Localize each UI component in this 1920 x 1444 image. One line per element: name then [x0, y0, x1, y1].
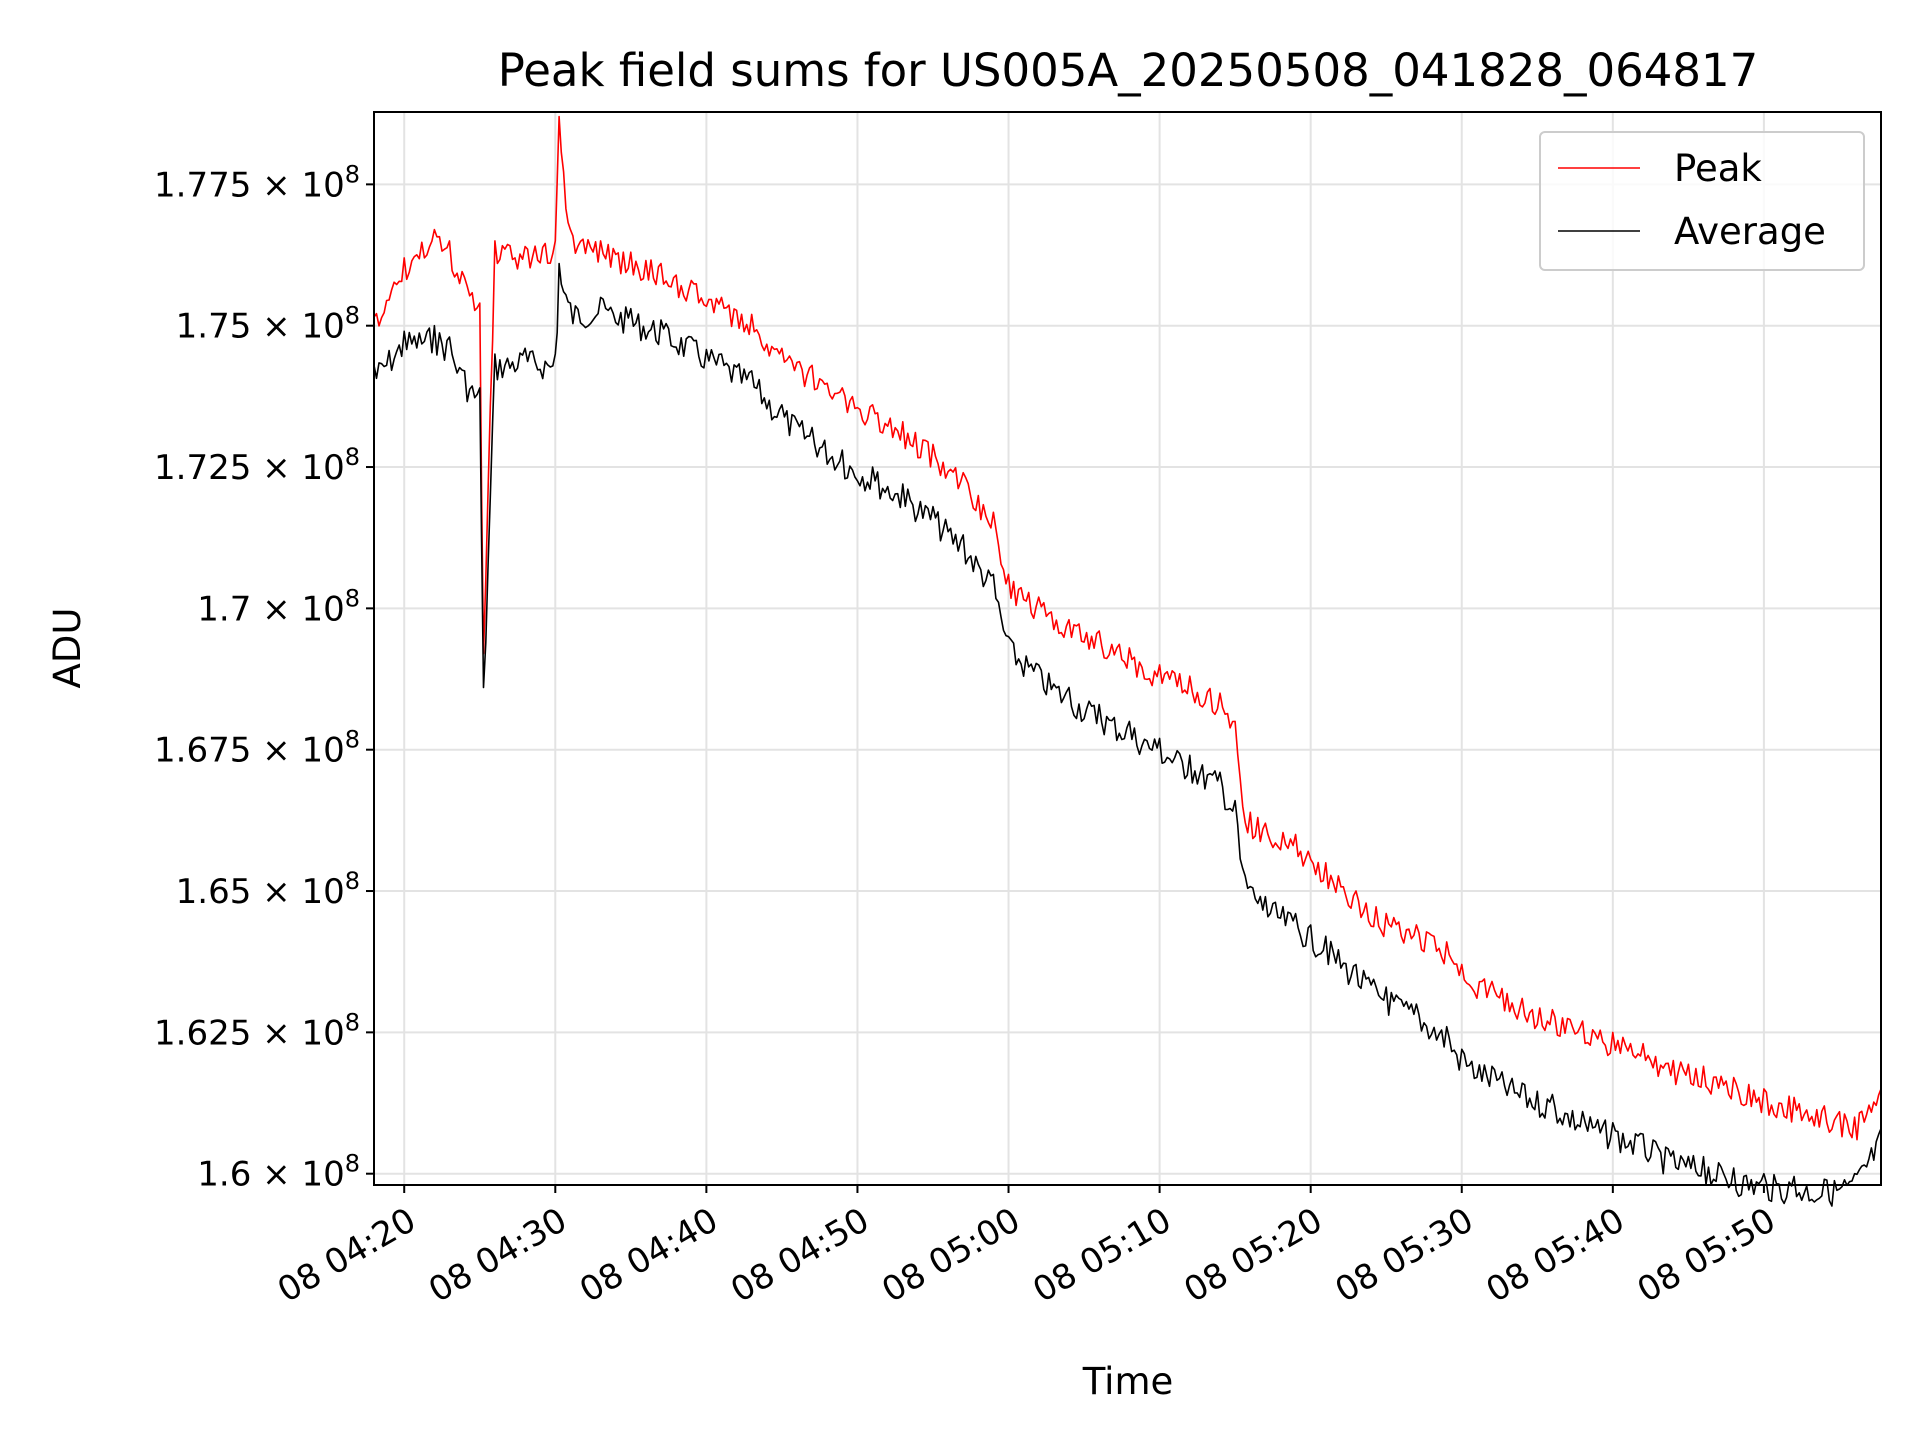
y-axis-label: ADU: [46, 608, 89, 689]
y-tick-label: 1.675 × 108: [154, 726, 360, 771]
series-line-peak: [373, 115, 1882, 1141]
legend-label-peak: Peak: [1674, 147, 1762, 190]
plot-frame: [373, 111, 1882, 1186]
chart-title: Peak field sums for US005A_20250508_0418…: [498, 44, 1759, 97]
y-tick-label: 1.6 × 108: [197, 1150, 360, 1195]
y-axis: 1.6 × 108 1.625 × 108 1.65 × 108 1.675 × 10…: [154, 160, 374, 1195]
x-axis-label: Time: [1082, 1360, 1174, 1403]
y-tick-label: 1.625 × 108: [154, 1008, 360, 1053]
grid: [374, 112, 1881, 1185]
y-tick-label: 1.75 × 108: [176, 302, 360, 347]
y-tick-label: 1.725 × 108: [154, 443, 360, 488]
series-line-average: [373, 262, 1882, 1207]
series-layer: [373, 115, 1882, 1207]
y-tick-label: 1.7 × 108: [197, 584, 360, 629]
legend-label-average: Average: [1674, 210, 1826, 253]
y-tick-label: 1.775 × 108: [154, 160, 360, 205]
y-tick-label: 1.65 × 108: [176, 867, 360, 912]
legend-box: [1539, 131, 1865, 271]
legend: Peak Average: [1539, 131, 1865, 271]
